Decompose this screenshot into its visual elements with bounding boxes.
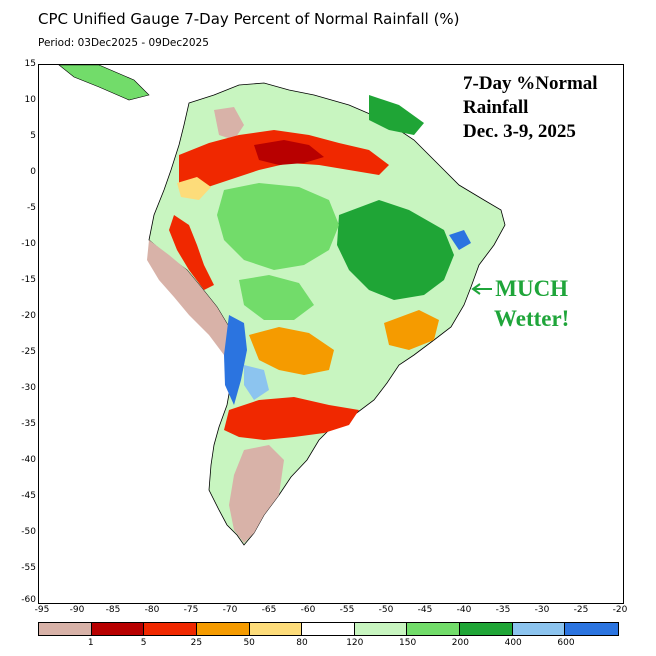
lon-label: -65 xyxy=(261,605,277,615)
very-wet-bahia xyxy=(449,230,471,250)
lon-label: -90 xyxy=(69,605,85,615)
lon-label: -30 xyxy=(534,605,550,615)
legend-swatch xyxy=(249,623,303,635)
dry-band-south xyxy=(224,397,359,440)
orange-south-brazil xyxy=(384,310,439,350)
dry-andes xyxy=(169,215,214,290)
annotation-line: Dec. 3-9, 2025 xyxy=(463,121,576,142)
lon-label: -35 xyxy=(495,605,511,615)
lat-label: -45 xyxy=(21,491,36,501)
lat-label: 5 xyxy=(30,131,36,141)
annotation-line: Rainfall xyxy=(463,97,529,118)
lat-label: 10 xyxy=(24,95,36,105)
legend-label: 1 xyxy=(87,638,94,648)
lat-label: -55 xyxy=(21,563,36,573)
legend-label: 5 xyxy=(140,638,147,648)
legend-label: 120 xyxy=(346,638,364,648)
yellow-north xyxy=(177,177,211,200)
lat-label: 15 xyxy=(24,59,36,69)
lon-label: -20 xyxy=(612,605,628,615)
lat-label: -50 xyxy=(21,527,36,537)
lon-label: -50 xyxy=(378,605,394,615)
lon-label: -55 xyxy=(339,605,355,615)
legend-label: 80 xyxy=(296,638,308,648)
lat-label: -40 xyxy=(21,455,36,465)
lon-label: -95 xyxy=(34,605,50,615)
lon-label: -80 xyxy=(144,605,160,615)
lon-label: -45 xyxy=(417,605,433,615)
legend-label: 200 xyxy=(451,638,469,648)
dry-patagonia xyxy=(229,445,284,543)
wetter-annotation: MUCH Wetter! xyxy=(494,274,569,334)
dry-west-coast xyxy=(147,240,239,365)
wet-central-brazil xyxy=(337,200,454,300)
wet-bolivia xyxy=(239,275,314,320)
legend-swatch xyxy=(407,623,460,635)
legend-label: 400 xyxy=(504,638,522,648)
orange-paraguay xyxy=(249,327,334,375)
lat-label: -30 xyxy=(21,383,36,393)
legend-swatch xyxy=(354,623,408,635)
legend-label: 600 xyxy=(557,638,575,648)
lon-label: -75 xyxy=(183,605,199,615)
lat-label: -15 xyxy=(21,275,36,285)
lon-label: -25 xyxy=(573,605,589,615)
legend-swatch xyxy=(512,623,566,635)
rainfall-map xyxy=(39,65,623,603)
annotation-title: 7-Day %Normal Rainfall Dec. 3-9, 2025 xyxy=(463,72,598,144)
very-wet-chile xyxy=(224,315,247,405)
lat-label: -20 xyxy=(21,311,36,321)
legend-label: 25 xyxy=(190,638,203,648)
lon-label: -85 xyxy=(105,605,121,615)
lat-label: -35 xyxy=(21,419,36,429)
lat-label: -5 xyxy=(27,203,36,213)
legend-swatch xyxy=(302,623,355,635)
map-panel xyxy=(38,64,624,604)
legend-swatch xyxy=(196,623,250,635)
lat-label: -60 xyxy=(21,595,36,605)
lon-label: -70 xyxy=(222,605,238,615)
legend-swatch xyxy=(460,623,513,635)
dry-north-coast xyxy=(214,107,244,140)
color-legend xyxy=(38,622,619,636)
wet-north-brazil xyxy=(369,95,424,135)
wetter-line: Wetter! xyxy=(494,306,570,331)
wet-amazon xyxy=(217,183,339,270)
central-america xyxy=(58,65,150,101)
wetter-line: MUCH xyxy=(495,276,569,301)
legend-label: 150 xyxy=(399,638,417,648)
wet-argentina-blue xyxy=(244,365,269,400)
legend-swatch xyxy=(91,623,145,635)
legend-label: 50 xyxy=(243,638,255,648)
annotation-line: 7-Day %Normal xyxy=(463,73,598,94)
lat-label: -25 xyxy=(21,347,36,357)
period-label: Period: 03Dec2025 - 09Dec2025 xyxy=(38,37,209,49)
legend-swatch xyxy=(39,623,92,635)
lat-label: 0 xyxy=(30,167,36,177)
pointer-arrow-icon xyxy=(471,283,492,295)
lon-label: -40 xyxy=(456,605,472,615)
legend-swatch xyxy=(144,623,197,635)
very-dry-venezuela xyxy=(254,140,324,165)
lon-label: -60 xyxy=(300,605,316,615)
legend-swatch xyxy=(565,623,618,635)
map-title: CPC Unified Gauge 7-Day Percent of Norma… xyxy=(38,10,460,28)
lat-label: -10 xyxy=(21,239,36,249)
